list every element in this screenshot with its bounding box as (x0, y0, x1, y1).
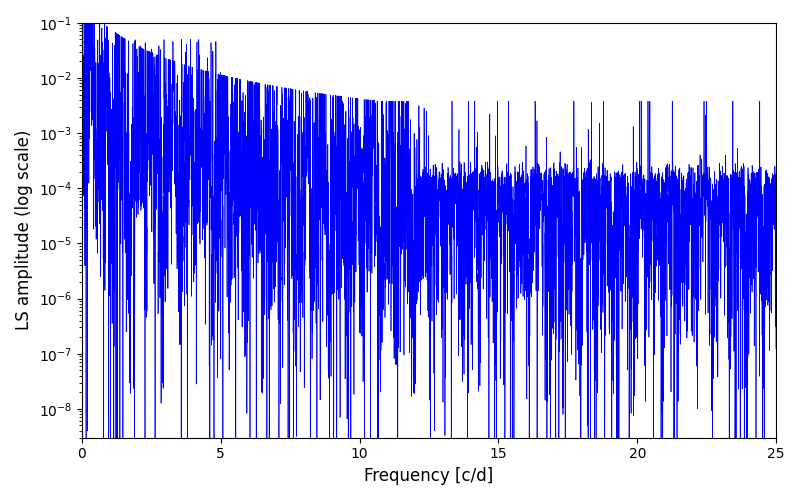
Y-axis label: LS amplitude (log scale): LS amplitude (log scale) (15, 130, 33, 330)
X-axis label: Frequency [c/d]: Frequency [c/d] (364, 467, 494, 485)
